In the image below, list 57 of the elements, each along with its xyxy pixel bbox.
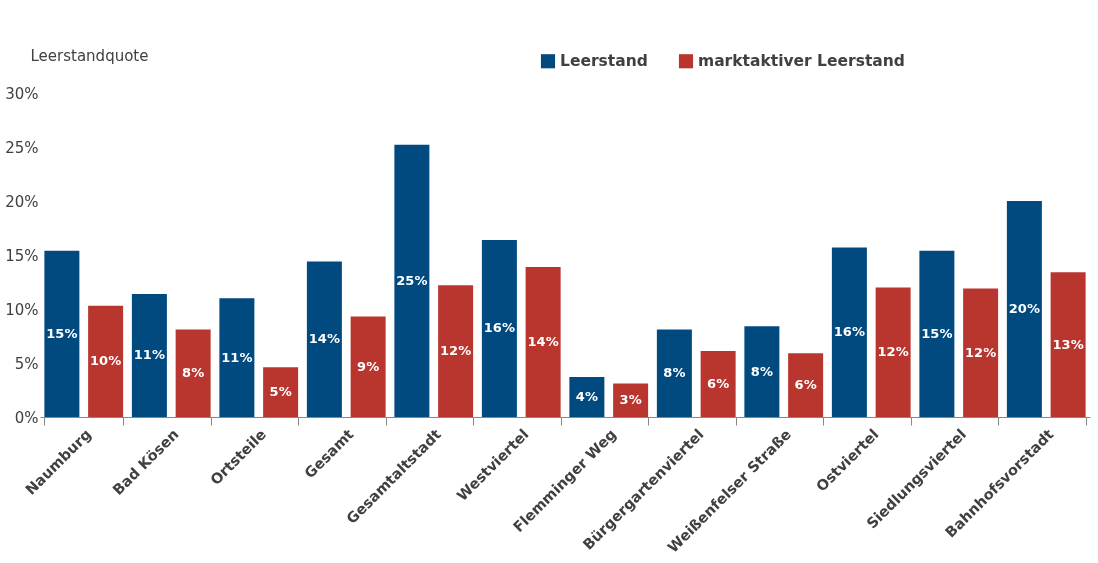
- data-label: 14%: [527, 333, 559, 349]
- data-label: 13%: [1052, 336, 1084, 352]
- data-label: 4%: [575, 389, 598, 405]
- bar: [350, 316, 386, 417]
- data-label: 11%: [221, 349, 253, 365]
- bar: [1050, 272, 1086, 417]
- data-label: 25%: [396, 272, 428, 288]
- data-label: 12%: [440, 343, 472, 359]
- data-label: 16%: [483, 320, 515, 336]
- bar: [788, 353, 824, 417]
- bar: [219, 298, 255, 417]
- bar: [394, 144, 430, 417]
- bar: [919, 250, 955, 417]
- bar: [44, 250, 80, 417]
- bar: [175, 329, 211, 417]
- data-label: 14%: [308, 331, 340, 347]
- data-label: 8%: [663, 365, 686, 381]
- data-label: 9%: [357, 358, 380, 374]
- data-label: 20%: [1008, 301, 1040, 316]
- data-label: 5%: [269, 384, 292, 400]
- bar: [88, 305, 124, 417]
- bar: [131, 293, 167, 417]
- y-tick-label: 20%: [5, 192, 39, 211]
- bar: [1006, 201, 1042, 417]
- bar: [481, 239, 517, 417]
- data-label: 15%: [46, 325, 78, 341]
- legend-label: marktaktiver Leerstand: [698, 52, 905, 71]
- y-tick-label: 5%: [14, 354, 39, 373]
- bar: [306, 261, 342, 417]
- bar: [438, 285, 474, 417]
- bar: [963, 288, 999, 417]
- data-label: 6%: [794, 377, 817, 393]
- data-label: 11%: [133, 347, 165, 363]
- bar: [831, 247, 867, 417]
- data-label: 10%: [90, 353, 122, 369]
- bar: [700, 351, 736, 417]
- bar: [744, 326, 780, 417]
- y-tick-label: 30%: [5, 84, 39, 103]
- y-tick-label: 0%: [14, 408, 39, 427]
- y-tick-label: 10%: [5, 300, 39, 319]
- data-label: 6%: [707, 376, 730, 392]
- bar: [263, 367, 299, 417]
- data-label: 16%: [833, 324, 865, 340]
- data-label: 8%: [750, 363, 773, 379]
- data-label: 8%: [182, 365, 205, 381]
- y-axis-title: Leerstandquote: [30, 46, 149, 65]
- legend-label: Leerstand: [560, 52, 648, 71]
- data-label: 15%: [921, 325, 953, 341]
- bar: [875, 287, 911, 417]
- data-label: 12%: [965, 344, 997, 360]
- bar: [569, 377, 605, 417]
- data-label: 12%: [877, 344, 909, 360]
- y-tick-label: 25%: [5, 138, 39, 157]
- y-tick-label: 15%: [5, 246, 39, 265]
- data-label: 3%: [619, 392, 642, 408]
- bar: [656, 329, 692, 417]
- bar: [525, 266, 561, 417]
